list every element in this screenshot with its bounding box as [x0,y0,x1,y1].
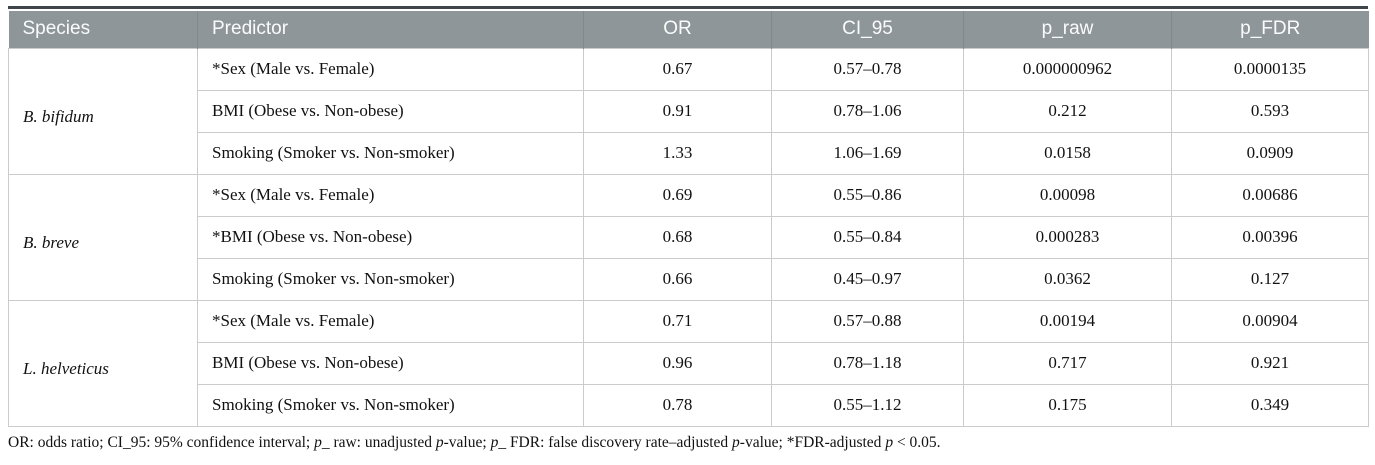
col-header-predictor: Predictor [197,11,584,48]
or-cell: 0.96 [583,341,772,385]
pfdr-cell: 0.00396 [1171,215,1369,259]
predictor-cell: Smoking (Smoker vs. Non-smoker) [197,257,584,301]
table-row: Smoking (Smoker vs. Non-smoker) 0.78 0.5… [9,383,1369,427]
or-cell: 0.78 [583,383,772,427]
table-header-row: Species Predictor OR CI_95 p_raw p_FDR [8,11,1369,48]
ci95-cell: 0.78–1.06 [771,89,964,133]
praw-cell: 0.000000962 [963,47,1172,91]
footnote-text: _ raw: unadjusted [321,434,436,451]
col-header-species: Species [8,11,198,48]
table-row: L. helveticus *Sex (Male vs. Female) 0.7… [8,299,1369,427]
table-top-rule [8,6,1368,9]
footnote-text: OR: odds ratio; CI_95: 95% confidence in… [8,434,315,451]
table-row: Smoking (Smoker vs. Non-smoker) 1.33 1.0… [9,131,1369,175]
table-row: *BMI (Obese vs. Non-obese) 0.68 0.55–0.8… [9,215,1369,259]
or-cell: 0.67 [583,47,772,91]
col-header-pfdr: p_FDR [1171,11,1369,48]
ci95-cell: 0.55–0.86 [771,173,964,217]
species-cell: B. breve [8,173,198,301]
praw-cell: 0.000283 [963,215,1172,259]
ci95-cell: 0.55–1.12 [771,383,964,427]
praw-cell: 0.0158 [963,131,1172,175]
pfdr-cell: 0.0909 [1171,131,1369,175]
pfdr-cell: 0.00904 [1171,299,1369,343]
ci95-cell: 0.45–0.97 [771,257,964,301]
praw-cell: 0.717 [963,341,1172,385]
ci95-cell: 0.55–0.84 [771,215,964,259]
footnote-p-italic: p [885,434,894,451]
footnote-text: -value; *FDR-adjusted [739,434,886,451]
results-table: Species Predictor OR CI_95 p_raw p_FDR B… [8,11,1369,427]
or-cell: 1.33 [583,131,772,175]
predictor-cell: BMI (Obese vs. Non-obese) [197,341,584,385]
footnote-text: < 0.05. [893,434,941,451]
pfdr-cell: 0.0000135 [1171,47,1369,91]
footnote-text: -value; [443,434,491,451]
col-header-ci95: CI_95 [771,11,964,48]
pfdr-cell: 0.127 [1171,257,1369,301]
pfdr-cell: 0.349 [1171,383,1369,427]
pfdr-cell: 0.921 [1171,341,1369,385]
pfdr-cell: 0.00686 [1171,173,1369,217]
footnote-text: _ FDR: false discovery rate–adjusted [498,434,733,451]
col-header-or: OR [583,11,772,48]
pfdr-cell: 0.593 [1171,89,1369,133]
praw-cell: 0.00194 [963,299,1172,343]
predictor-cell: *Sex (Male vs. Female) [197,173,584,217]
or-cell: 0.71 [583,299,772,343]
ci95-cell: 0.78–1.18 [771,341,964,385]
species-cell: L. helveticus [8,299,198,427]
praw-cell: 0.0362 [963,257,1172,301]
ci95-cell: 0.57–0.88 [771,299,964,343]
table-footnote: OR: odds ratio; CI_95: 95% confidence in… [8,434,1368,452]
praw-cell: 0.212 [963,89,1172,133]
praw-cell: 0.175 [963,383,1172,427]
predictor-cell: *Sex (Male vs. Female) [197,299,584,343]
praw-cell: 0.00098 [963,173,1172,217]
predictor-cell: Smoking (Smoker vs. Non-smoker) [197,383,584,427]
table-row: BMI (Obese vs. Non-obese) 0.91 0.78–1.06… [9,89,1369,133]
ci95-cell: 0.57–0.78 [771,47,964,91]
predictor-cell: *BMI (Obese vs. Non-obese) [197,215,584,259]
table-row: BMI (Obese vs. Non-obese) 0.96 0.78–1.18… [9,341,1369,385]
predictor-cell: BMI (Obese vs. Non-obese) [197,89,584,133]
predictor-cell: Smoking (Smoker vs. Non-smoker) [197,131,584,175]
footnote-p-italic: p [314,434,322,451]
or-cell: 0.91 [583,89,772,133]
or-cell: 0.69 [583,173,772,217]
results-table-container: Species Predictor OR CI_95 p_raw p_FDR B… [8,6,1369,427]
or-cell: 0.66 [583,257,772,301]
table-row: B. bifidum *Sex (Male vs. Female) 0.67 0… [8,47,1369,175]
footnote-p-italic: p [490,434,499,451]
ci95-cell: 1.06–1.69 [771,131,964,175]
footnote-p-italic: p [435,434,444,451]
predictor-cell: *Sex (Male vs. Female) [197,47,584,91]
table-row: Smoking (Smoker vs. Non-smoker) 0.66 0.4… [9,257,1369,301]
or-cell: 0.68 [583,215,772,259]
col-header-praw: p_raw [963,11,1172,48]
species-cell: B. bifidum [8,47,198,175]
footnote-p-italic: p [732,434,740,451]
table-row: B. breve *Sex (Male vs. Female) 0.69 0.5… [8,173,1369,301]
